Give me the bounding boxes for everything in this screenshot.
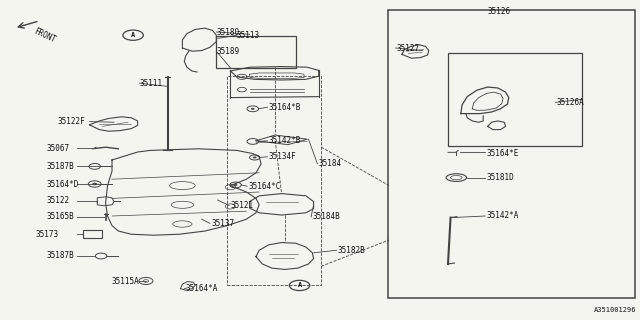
Text: 35121: 35121 (230, 201, 253, 210)
Bar (83, 230, 102, 238)
Text: 35115A: 35115A (112, 277, 140, 286)
Text: 35067: 35067 (46, 144, 69, 153)
Text: 35127: 35127 (397, 44, 420, 52)
Text: 35164*D: 35164*D (46, 180, 79, 188)
Text: 35173: 35173 (35, 230, 58, 239)
Bar (227, 76, 321, 285)
Text: 35180: 35180 (216, 28, 239, 36)
Text: 35164*B: 35164*B (269, 103, 301, 112)
Text: 35184: 35184 (319, 159, 342, 168)
Text: 35126A: 35126A (557, 98, 584, 107)
Text: 35122: 35122 (46, 196, 69, 205)
Circle shape (234, 184, 237, 186)
Text: 35189: 35189 (216, 47, 239, 56)
Text: 35164*E: 35164*E (486, 149, 519, 158)
Text: 35187B: 35187B (46, 162, 74, 171)
Text: 35182B: 35182B (338, 246, 365, 255)
Text: FRONT: FRONT (32, 27, 57, 45)
Text: 35187B: 35187B (46, 252, 74, 260)
Text: 35137: 35137 (211, 219, 234, 228)
Text: 35113: 35113 (237, 31, 260, 40)
Text: 35134F: 35134F (269, 152, 296, 161)
Text: A: A (298, 283, 301, 288)
Circle shape (253, 156, 257, 158)
Text: 35184B: 35184B (312, 212, 340, 221)
Text: 35164*C: 35164*C (248, 182, 281, 191)
Bar (448, 53, 582, 146)
Text: A: A (131, 32, 135, 38)
Text: 35126: 35126 (488, 7, 511, 16)
Text: 35122F: 35122F (58, 117, 85, 126)
Circle shape (251, 108, 255, 110)
Text: 35111: 35111 (140, 79, 163, 88)
Bar (388, 10, 635, 298)
Bar (216, 36, 296, 68)
Text: 35142*A: 35142*A (486, 212, 519, 220)
Text: 35165B: 35165B (46, 212, 74, 221)
Text: 35142*B: 35142*B (269, 136, 301, 145)
Text: 35164*A: 35164*A (186, 284, 218, 293)
Text: 35181D: 35181D (486, 173, 514, 182)
Text: A351001296: A351001296 (595, 307, 637, 313)
Circle shape (92, 183, 97, 185)
